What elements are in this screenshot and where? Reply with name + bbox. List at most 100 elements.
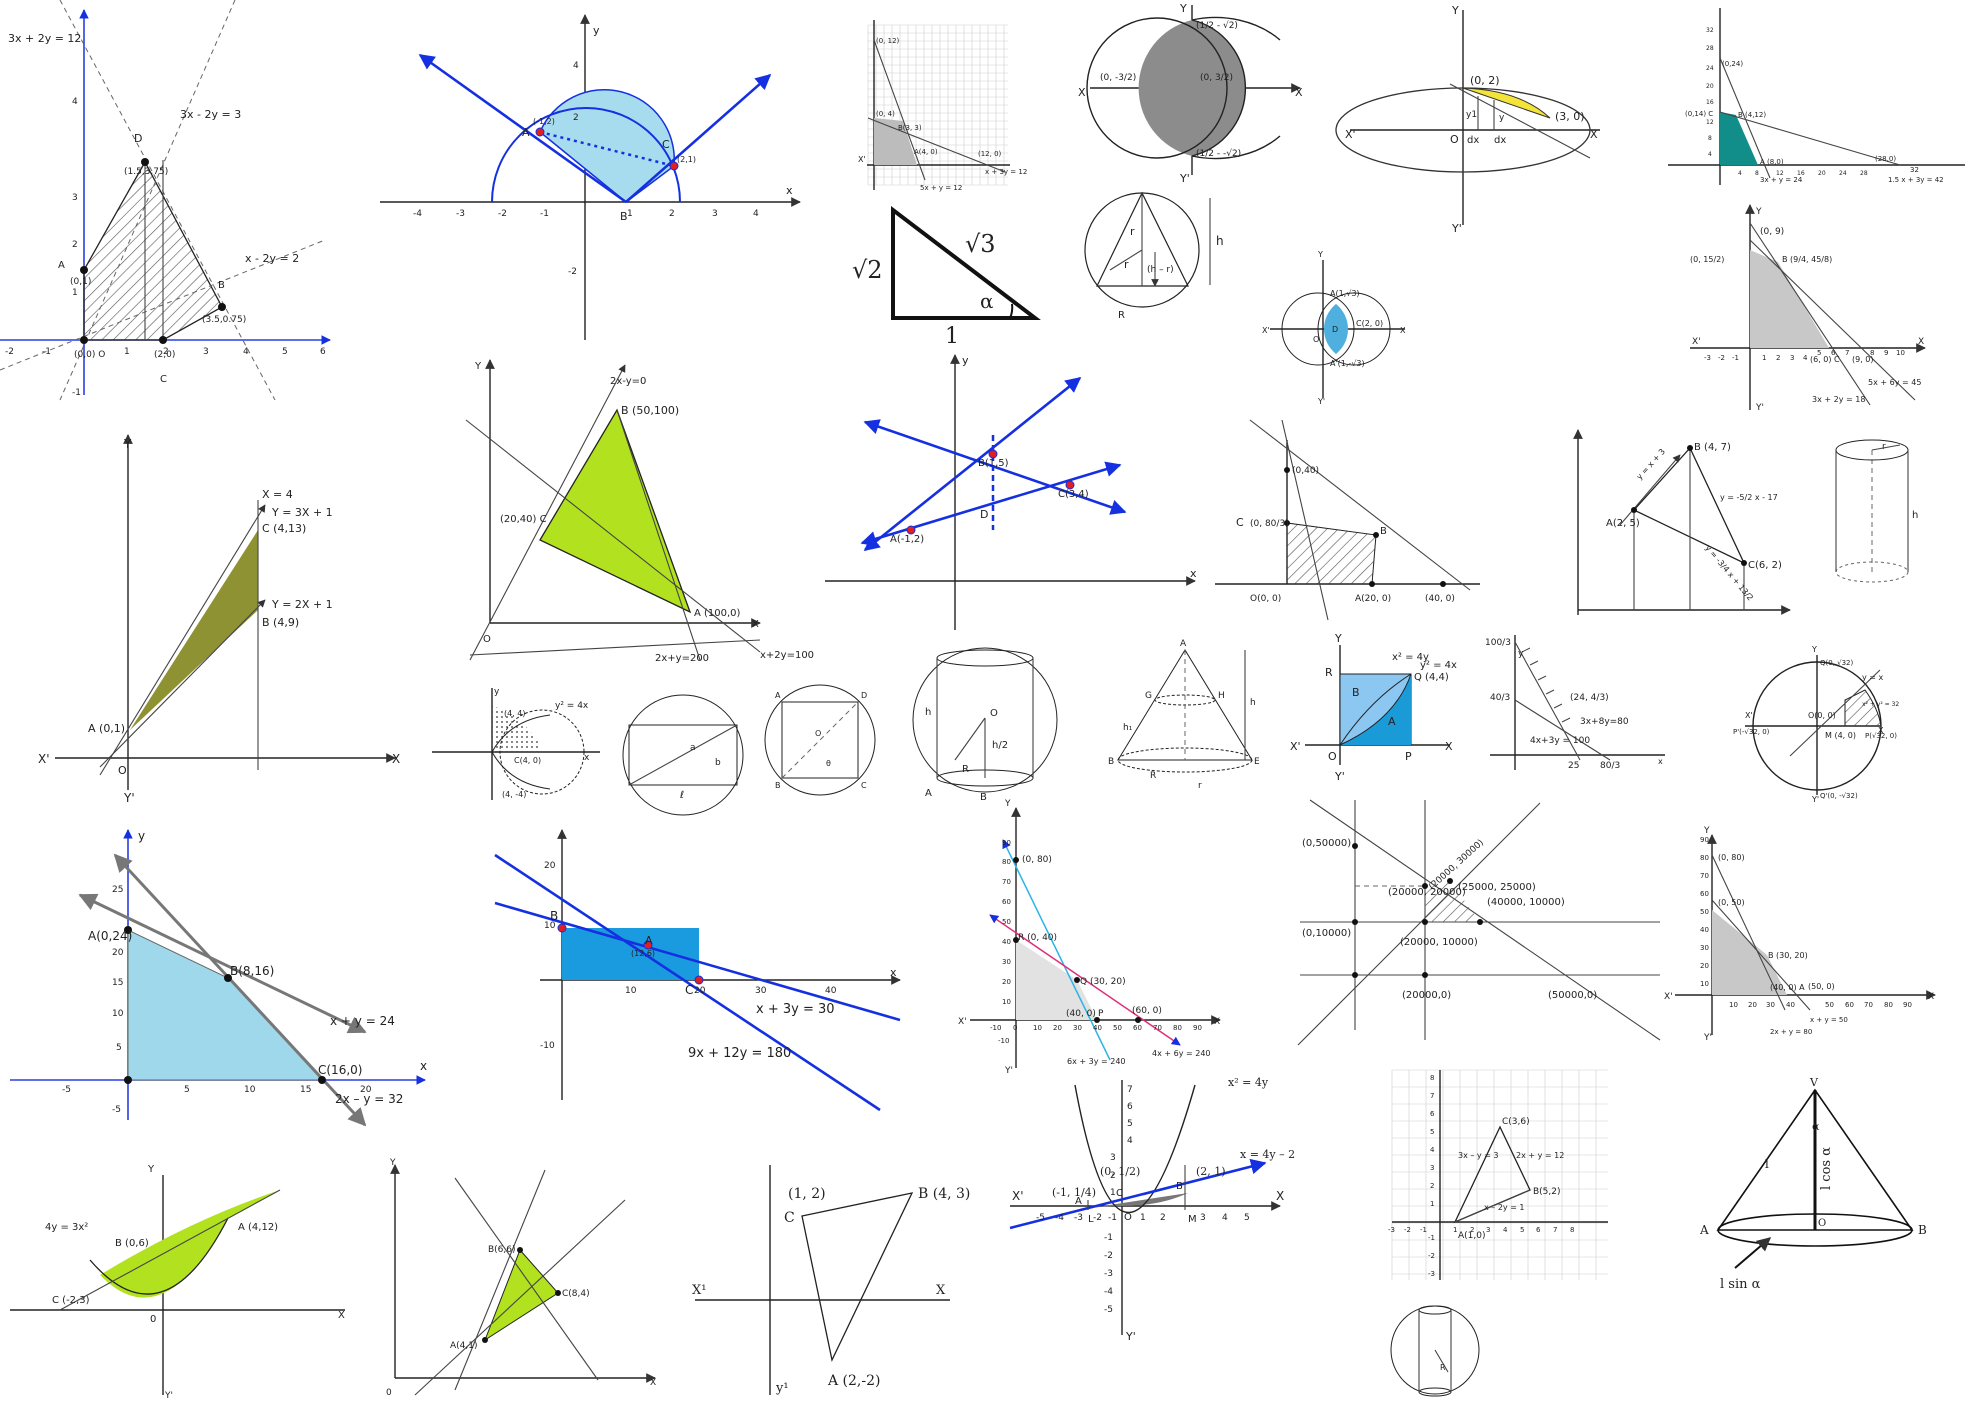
svg-text:(1/2 - √2): (1/2 - √2) [1196, 20, 1238, 31]
svg-text:-1: -1 [42, 347, 51, 357]
svg-text:(9, 0): (9, 0) [1852, 355, 1874, 364]
svg-text:A(-1,2): A(-1,2) [890, 534, 924, 545]
svg-text:x: x [786, 184, 793, 197]
svg-text:X: X [1590, 128, 1598, 141]
svg-text:60: 60 [1133, 1024, 1142, 1032]
panel-cylinder: rh [1835, 439, 1918, 583]
svg-text:(12,6): (12,6) [631, 949, 655, 958]
svg-text:(4, 4): (4, 4) [504, 709, 526, 718]
svg-text:4: 4 [753, 209, 759, 219]
svg-text:24: 24 [1839, 170, 1847, 177]
svg-text:20: 20 [544, 861, 556, 871]
svg-text:A(0,24): A(0,24) [88, 929, 132, 943]
svg-text:dx: dx [1467, 135, 1479, 146]
svg-text:3: 3 [712, 209, 718, 219]
svg-text:L: L [1088, 1214, 1094, 1225]
svg-text:y = x: y = x [1862, 673, 1884, 682]
svg-text:a: a [690, 743, 696, 753]
svg-text:G: G [1145, 691, 1152, 701]
svg-text:(20000, 10000): (20000, 10000) [1400, 937, 1478, 948]
eq-label: 3x - 2y = 3 [180, 108, 241, 121]
svg-text:3: 3 [1486, 1226, 1490, 1234]
point-label: B [620, 210, 628, 223]
svg-text:Y: Y [1004, 799, 1011, 809]
svg-text:A (4,12): A (4,12) [238, 1222, 278, 1233]
panel-parabola-x2-4y: x² = 4y x = 4y – 2 (2, 1) (0, 1/2) (-1, … [1009, 1076, 1295, 1343]
panel-circle-hatch: Q(0, √32) y = x x² + y² = 32 O(0, 0) M (4,… [1733, 645, 1899, 804]
svg-text:Y: Y [123, 437, 132, 451]
svg-text:9: 9 [1884, 349, 1888, 357]
svg-text:-5: -5 [1104, 1305, 1113, 1315]
svg-text:Y': Y' [1451, 222, 1462, 235]
svg-text:30: 30 [1766, 1001, 1775, 1009]
svg-text:(28,0): (28,0) [1875, 155, 1896, 163]
svg-text:60: 60 [1845, 1001, 1854, 1009]
svg-text:8: 8 [1430, 1074, 1434, 1082]
svg-text:X: X [1400, 326, 1406, 335]
svg-text:X': X' [1012, 1189, 1024, 1203]
svg-text:O: O [1313, 335, 1319, 344]
svg-text:10: 10 [1033, 1024, 1042, 1032]
svg-text:A(1,0): A(1,0) [1458, 1231, 1486, 1241]
svg-text:l sin α: l sin α [1720, 1277, 1761, 1292]
point-label: (0,0) O [74, 350, 105, 360]
svg-text:x+2y=100: x+2y=100 [760, 650, 814, 661]
svg-text:O: O [990, 708, 998, 719]
svg-text:20: 20 [694, 986, 706, 996]
svg-text:P: P [1405, 750, 1412, 763]
svg-text:√2: √2 [852, 256, 883, 284]
svg-text:X': X' [1745, 711, 1753, 720]
svg-text:(0, 12): (0, 12) [876, 37, 900, 45]
svg-text:-3: -3 [456, 209, 465, 219]
svg-text:0: 0 [150, 1314, 156, 1325]
svg-text:y: y [138, 829, 145, 843]
svg-text:X: X [1214, 1017, 1220, 1027]
svg-text:A(4, 0): A(4, 0) [914, 148, 938, 156]
svg-text:B (0,6): B (0,6) [115, 1238, 149, 1249]
svg-text:3x+8y=80: 3x+8y=80 [1580, 717, 1629, 727]
svg-text:5: 5 [184, 1085, 190, 1095]
svg-text:2x + y = 12: 2x + y = 12 [1516, 1151, 1564, 1160]
svg-text:1.5 x + 3y = 42: 1.5 x + 3y = 42 [1888, 176, 1944, 184]
svg-text:20: 20 [1818, 170, 1826, 177]
panel-hatched-lpp: (0,40) C (0, 80/3) B O(0, 0) A(20, 0) (40, … [1215, 419, 1480, 621]
svg-text:50: 50 [1113, 1024, 1122, 1032]
svg-text:80: 80 [1700, 854, 1709, 862]
svg-text:2: 2 [1470, 1226, 1474, 1234]
svg-text:(24, 4/3): (24, 4/3) [1570, 693, 1609, 703]
svg-text:3: 3 [72, 193, 78, 203]
svg-text:10: 10 [544, 921, 556, 931]
svg-text:P'(-√32, 0): P'(-√32, 0) [1733, 728, 1770, 736]
svg-text:X': X' [1290, 740, 1301, 753]
svg-text:√3: √3 [965, 230, 996, 258]
svg-text:X': X' [858, 155, 866, 164]
svg-text:y² = 4x: y² = 4x [1420, 660, 1457, 671]
point-label: (-1,2) [533, 117, 555, 126]
svg-text:4x + 6y = 240: 4x + 6y = 240 [1152, 1049, 1211, 1058]
svg-text:C (-2,3): C (-2,3) [52, 1295, 90, 1306]
svg-text:2x-y=0: 2x-y=0 [610, 376, 646, 387]
svg-text:(0, 9): (0, 9) [1760, 227, 1784, 237]
svg-text:2x+y=200: 2x+y=200 [655, 653, 709, 664]
svg-text:90: 90 [1700, 836, 1709, 844]
svg-text:100/3: 100/3 [1485, 638, 1511, 648]
svg-text:Y': Y' [123, 791, 135, 805]
svg-text:C: C [784, 1210, 795, 1226]
svg-text:h: h [1216, 234, 1224, 248]
point-label: (1.5,3.75) [124, 167, 168, 177]
svg-text:A (2,-2): A (2,-2) [827, 1373, 880, 1389]
svg-text:A(20, 0): A(20, 0) [1355, 594, 1391, 604]
svg-text:60: 60 [1002, 898, 1011, 906]
svg-text:40: 40 [1786, 1001, 1795, 1009]
svg-text:Y: Y [1811, 645, 1817, 654]
svg-text:D: D [861, 691, 867, 700]
svg-text:(40, 0) A: (40, 0) A [1770, 983, 1805, 992]
svg-text:4x+3y = 100: 4x+3y = 100 [1530, 736, 1590, 746]
svg-text:3x + 2y = 18: 3x + 2y = 18 [1812, 395, 1865, 404]
x-ticks: -2 -1 1 2 3 4 5 6 [5, 347, 326, 357]
svg-text:3x – y = 3: 3x – y = 3 [1458, 1151, 1499, 1160]
svg-text:X: X [1295, 86, 1303, 99]
svg-text:5x + y = 12: 5x + y = 12 [920, 184, 962, 192]
svg-text:32: 32 [1910, 166, 1919, 174]
svg-text:A: A [1180, 639, 1187, 649]
